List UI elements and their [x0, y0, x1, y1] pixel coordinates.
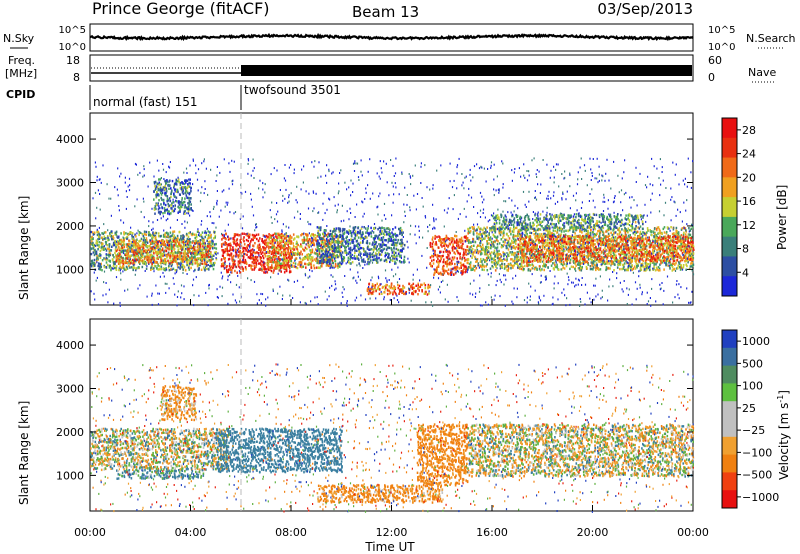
power-ylabel: Slant Range [km] [17, 196, 31, 300]
noise-right-label: N.Search [746, 32, 796, 45]
power-colorbar-label-0: 4 [742, 266, 749, 279]
power-colorbar: 4 8 12 16 20 24 28 Power [dB] [722, 118, 789, 297]
power-colorbar-swatch-0 [722, 118, 737, 138]
velocity-colorbar-label-3: 25 [742, 402, 756, 415]
power-colorbar-swatch-7 [722, 256, 737, 276]
station-title: Prince George (fitACF) [92, 0, 270, 18]
velocity-colorbar-label-6: −500 [742, 469, 772, 482]
velocity-ytick-label-3: 4000 [56, 339, 84, 352]
cpid-segment-0: normal (fast) 151 [93, 95, 197, 109]
xaxis-label: Time UT [364, 540, 415, 554]
noise-ytick-top: 10^5 [59, 25, 86, 36]
velocity-colorbar: 1000 500 100 25 −25 −100 −500 −1000 Velocity [m… [722, 330, 791, 509]
radar-figure: Prince George (fitACF) Beam 13 03/Sep/20… [0, 0, 800, 554]
power-ytick-label-0: 1000 [56, 263, 84, 276]
power-colorbar-title: Power [dB] [775, 185, 789, 250]
power-ytick-label-1: 2000 [56, 220, 84, 233]
velocity-ytick-label-2: 3000 [56, 383, 84, 396]
power-colorbar-swatch-5 [722, 217, 737, 237]
velocity-colorbar-swatch-7 [722, 455, 737, 473]
velocity-colorbar-swatch-6 [722, 437, 737, 455]
power-colorbar-label-2: 12 [742, 219, 756, 232]
velocity-colorbar-swatch-3 [722, 383, 737, 401]
velocity-colorbar-label-2: 100 [742, 380, 763, 393]
velocity-ylabel: Slant Range [km] [17, 401, 31, 505]
power-colorbar-swatch-6 [722, 237, 737, 257]
velocity-colorbar-swatch-9 [722, 490, 737, 508]
power-colorbar-swatch-4 [722, 197, 737, 217]
power-colorbar-label-6: 28 [742, 124, 756, 137]
velocity-ytick-label-1: 2000 [56, 426, 84, 439]
velocity-colorbar-swatch-1 [722, 348, 737, 366]
velocity-colorbar-swatch-5 [722, 419, 737, 437]
noise-ytick-bottom: 10^0 [59, 42, 86, 53]
velocity-colorbar-label-0: 1000 [742, 335, 770, 348]
cpid-segment-1: twofsound 3501 [244, 83, 341, 97]
velocity-colorbar-label-7: −1000 [742, 491, 779, 504]
freq-label-1: Freq. [8, 54, 35, 67]
date-title: 03/Sep/2013 [597, 0, 693, 18]
noise-ytick-right-top: 10^5 [708, 25, 735, 36]
noise-panel: N.Sky 10^5 10^0 10^5 10^0 N.Search [3, 24, 796, 53]
xtick-label-0: 00:00 [74, 526, 106, 539]
freq-label-2: [MHz] [5, 67, 37, 80]
cpid-label: CPID [6, 88, 35, 101]
power-colorbar-label-5: 24 [742, 148, 756, 161]
xtick-label-3: 12:00 [376, 526, 408, 539]
velocity-colorbar-label-5: −100 [742, 446, 772, 459]
beam-title: Beam 13 [352, 3, 419, 21]
velocity-colorbar-label-4: −25 [742, 424, 765, 437]
nave-ytick-top: 60 [708, 54, 722, 67]
power-colorbar-swatch-1 [722, 138, 737, 158]
velocity-colorbar-swatch-4 [722, 401, 737, 419]
xtick-label-4: 16:00 [476, 526, 508, 539]
power-colorbar-label-3: 16 [742, 195, 756, 208]
noise-ytick-right-bottom: 10^0 [708, 42, 735, 53]
power-ytick-label-2: 3000 [56, 177, 84, 190]
velocity-colorbar-label-1: 500 [742, 357, 763, 370]
power-ytick-label-3: 4000 [56, 133, 84, 146]
velocity-colorbar-title: Velocity [m s-1] [776, 390, 791, 480]
velocity-panel: Slant Range [km] 1000 2000 3000 4000 [17, 319, 694, 513]
power-colorbar-swatch-2 [722, 158, 737, 178]
cpid-panel: CPID normal (fast) 151 twofsound 3501 [6, 83, 341, 110]
freq-trace-late [241, 65, 692, 76]
noise-left-label: N.Sky [3, 32, 35, 45]
power-colorbar-swatch-8 [722, 276, 737, 296]
power-colorbar-label-1: 8 [742, 243, 749, 256]
power-colorbar-swatch-3 [722, 177, 737, 197]
xtick-label-6: 00:00 [677, 526, 709, 539]
freq-ytick-bottom: 8 [73, 71, 80, 84]
nave-label: Nave [748, 66, 776, 79]
power-colorbar-label-4: 20 [742, 171, 756, 184]
xtick-label-1: 04:00 [175, 526, 207, 539]
noise-trace [90, 35, 693, 39]
velocity-colorbar-swatch-2 [722, 366, 737, 384]
freq-ytick-top: 18 [66, 54, 80, 67]
power-panel: Slant Range [km] 1000 2000 3000 4000 [17, 113, 695, 307]
xtick-label-5: 20:00 [577, 526, 609, 539]
nave-ytick-bottom: 0 [708, 71, 715, 84]
velocity-colorbar-swatch-0 [722, 330, 737, 348]
xtick-label-2: 08:00 [275, 526, 307, 539]
frequency-panel: Freq. [MHz] 18 8 60 0 Nave [5, 54, 776, 84]
velocity-colorbar-swatch-8 [722, 472, 737, 490]
velocity-ytick-label-0: 1000 [56, 469, 84, 482]
